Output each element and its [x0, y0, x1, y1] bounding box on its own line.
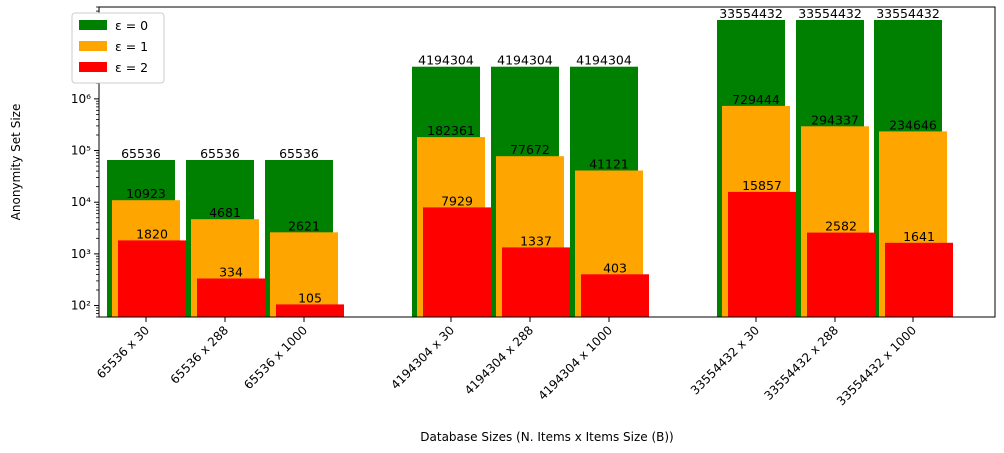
x-tick-label: 65536 x 1000	[241, 323, 310, 392]
y-tick-label: 10²	[71, 299, 91, 313]
bar-value-label: 77672	[510, 142, 550, 157]
bar-value-label: 4194304	[497, 53, 553, 68]
legend-label: ε = 2	[115, 60, 148, 75]
bar-value-label: 65536	[200, 146, 240, 161]
bar-labels-layer: 65536 65536 65536 4194304 4194304 4194304 3355…	[121, 6, 940, 305]
y-tick-label: 10⁶	[71, 92, 91, 106]
bar-value-label: 65536	[279, 146, 319, 161]
bar-value-label: 33554432	[876, 6, 940, 21]
legend-label: ε = 0	[115, 18, 148, 33]
y-axis-label: Anonymity Set Size	[9, 104, 23, 221]
legend-label: ε = 1	[115, 39, 148, 54]
x-tick-label: 33554432 x 288	[761, 323, 841, 403]
bar-value-label: 105	[298, 290, 322, 305]
x-tick-label: 65536 x 30	[94, 323, 152, 381]
x-tick-label: 4194304 x 30	[388, 323, 457, 392]
legend: ε = 0 ε = 1 ε = 2	[71, 12, 165, 84]
bar-series-3-9	[885, 242, 953, 317]
x-tick-label: 4194304 x 1000	[535, 323, 615, 403]
bar-value-label: 234646	[889, 117, 937, 132]
bar-value-label: 2621	[288, 218, 320, 233]
bar-value-label: 1337	[520, 233, 552, 248]
y-tick-label: 10³	[71, 247, 91, 261]
bar-series-3-3	[276, 304, 344, 317]
bar-value-label: 7929	[441, 193, 473, 208]
x-tick-label: 33554432 x 1000	[834, 323, 919, 408]
bar-series-3-8	[807, 232, 875, 317]
bar-value-label: 1820	[136, 226, 168, 241]
bar-series-3-5	[502, 247, 570, 317]
legend-swatch	[79, 20, 107, 30]
x-axis-label: Database Sizes (N. Items x Items Size (B…	[420, 430, 673, 444]
bar-value-label: 2582	[825, 219, 857, 234]
legend-swatch	[79, 41, 107, 51]
bar-value-label: 729444	[732, 92, 780, 107]
bar-series-3-6	[581, 274, 649, 317]
bar-series-3-7	[728, 191, 796, 317]
bar-value-label: 4194304	[418, 53, 474, 68]
bar-value-label: 65536	[121, 146, 161, 161]
bar-value-label: 33554432	[719, 6, 783, 21]
x-tick-label: 33554432 x 30	[688, 323, 762, 397]
bar-value-label: 15857	[742, 178, 782, 193]
bar-value-label: 182361	[427, 123, 475, 138]
y-tick-label: 10⁵	[71, 144, 91, 158]
bar-value-label: 334	[219, 265, 243, 280]
bar-value-label: 10923	[126, 186, 166, 201]
x-tick-label: 65536 x 288	[168, 323, 232, 387]
y-tick-label: 10⁴	[71, 195, 91, 209]
bar-value-label: 33554432	[798, 6, 862, 21]
bar-value-label: 294337	[811, 112, 859, 127]
bar-value-label: 1641	[903, 229, 935, 244]
bar-value-label: 403	[603, 260, 627, 275]
bar-value-label: 4194304	[576, 53, 632, 68]
bar-series-3-4	[423, 207, 491, 317]
legend-swatch	[79, 62, 107, 72]
bar-series-3-1	[118, 240, 186, 317]
bar-value-label: 4681	[209, 205, 241, 220]
bar-value-label: 41121	[589, 157, 629, 172]
x-axis: 65536 x 30 65536 x 288 65536 x 1000 4194304…	[94, 317, 919, 408]
bars-layer	[107, 20, 953, 318]
x-tick-label: 4194304 x 288	[462, 323, 536, 397]
bar-series-2-3	[270, 232, 338, 317]
bar-series-3-2	[197, 278, 265, 317]
